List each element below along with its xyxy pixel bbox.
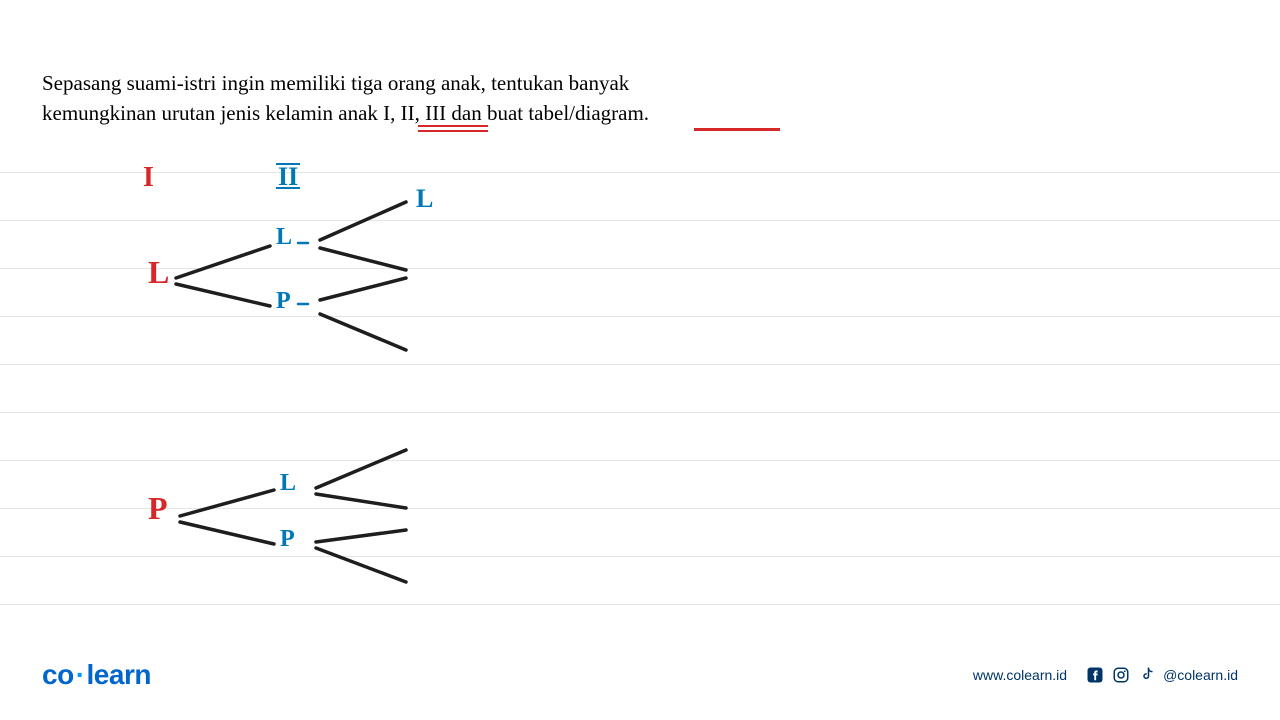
node-p-l: L bbox=[280, 470, 296, 497]
logo-learn: learn bbox=[87, 659, 151, 690]
node-p-p: P bbox=[280, 526, 295, 553]
ruled-background bbox=[0, 160, 1280, 610]
question-line-2: kemungkinan urutan jenis kelamin anak I,… bbox=[42, 98, 742, 128]
social-handle: @colearn.id bbox=[1163, 667, 1238, 683]
node-root-l: L bbox=[148, 254, 169, 291]
instagram-icon bbox=[1111, 665, 1131, 685]
node-l-l: L bbox=[276, 224, 292, 251]
social-icons: @colearn.id bbox=[1085, 665, 1238, 685]
underline-diagram bbox=[694, 128, 780, 131]
column-header-ii: II bbox=[278, 162, 298, 192]
logo-dot: · bbox=[76, 659, 85, 690]
footer-right: www.colearn.id @colearn.id bbox=[973, 665, 1238, 685]
logo-co: co bbox=[42, 659, 74, 690]
website-url: www.colearn.id bbox=[973, 667, 1067, 683]
node-l-l-l: L bbox=[416, 184, 433, 214]
tiktok-icon bbox=[1137, 665, 1157, 685]
question-block: Sepasang suami-istri ingin memiliki tiga… bbox=[42, 68, 742, 129]
node-root-p: P bbox=[148, 490, 168, 527]
brand-logo: co·learn bbox=[42, 659, 151, 691]
footer: co·learn www.colearn.id @colearn.id bbox=[0, 655, 1280, 695]
column-header-i: I bbox=[143, 162, 154, 194]
question-line-1: Sepasang suami-istri ingin memiliki tiga… bbox=[42, 68, 742, 98]
facebook-icon bbox=[1085, 665, 1105, 685]
node-l-p: P bbox=[276, 288, 291, 315]
